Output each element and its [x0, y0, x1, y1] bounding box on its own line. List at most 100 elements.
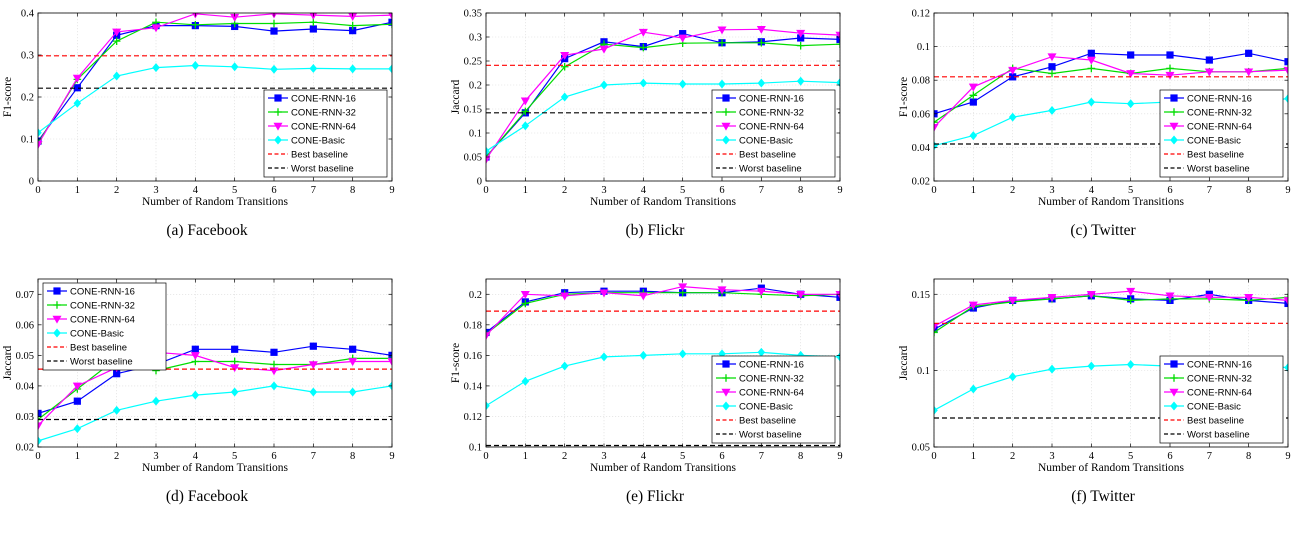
y-tick-label: 0.14: [464, 381, 483, 392]
series-3-point: [112, 71, 121, 81]
series-0-point: [1284, 299, 1288, 308]
series-2-point: [968, 301, 978, 310]
series-2-point: [968, 83, 978, 92]
series-1-point: [969, 91, 978, 100]
series-2-point: [1008, 297, 1018, 305]
series-0-point: [1245, 49, 1253, 57]
panel-caption: (e) Flickr: [626, 488, 685, 505]
legend-marker-2: [273, 122, 283, 131]
series-2-point: [388, 13, 392, 20]
legend: CONE-RNN-16 CONE-RNN-32 CONE-RNN-64 CONE-Ba…: [1159, 355, 1284, 444]
chart-panel: 0 1 2 3 4 5 6 7 8 9 0.1 0.12 0.14 0.16 0.18 0.2 Number o…: [450, 278, 843, 505]
x-tick-label: 8: [1246, 451, 1251, 462]
x-tick-label: 1: [971, 451, 976, 462]
series-line-2: [486, 285, 840, 336]
x-tick-label: 7: [1207, 451, 1212, 462]
x-tick-label: 0: [931, 451, 936, 462]
x-tick-label: 4: [1089, 451, 1095, 462]
series-3-point: [230, 387, 239, 397]
x-tick-label: 8: [1246, 185, 1251, 196]
series-line-1: [486, 292, 840, 335]
series-0-point: [191, 345, 199, 353]
legend-label: CONE-Basic: [739, 401, 793, 412]
series-group: [934, 49, 1288, 151]
series-2-point: [678, 34, 688, 43]
y-tick-label: 0.2: [469, 81, 482, 92]
series-1-point: [191, 20, 200, 29]
axes-box: [933, 12, 1289, 182]
series-3-point: [560, 361, 569, 371]
series-2-point: [1283, 297, 1288, 305]
x-tick-label: 2: [1010, 451, 1015, 462]
x-tick-label: 4: [641, 451, 647, 462]
y-tick-label: 0.2: [469, 290, 482, 301]
series-2-point: [717, 286, 727, 295]
legend-box: [42, 282, 167, 371]
series-1-point: [1087, 64, 1096, 73]
series-2-point: [1204, 68, 1214, 77]
series-line-2: [38, 351, 392, 427]
panel-caption: (d) Facebook: [166, 488, 248, 505]
series-3-point: [1008, 372, 1017, 382]
series-1-point: [348, 21, 357, 30]
series-2-point: [796, 290, 806, 299]
series-2-point: [1008, 66, 1018, 75]
x-tick-label: 8: [798, 451, 803, 462]
legend-label: Worst baseline: [291, 163, 354, 174]
series-3-point: [486, 401, 490, 411]
series-3-point: [270, 381, 278, 391]
y-axis-label: F1-score: [2, 77, 14, 117]
series-2-point: [835, 290, 840, 299]
x-axis-label: Number of Random Transitions: [1038, 462, 1185, 474]
y-tick-label: 0.18: [464, 320, 482, 331]
legend-marker-3: [1170, 401, 1178, 411]
legend: CONE-RNN-16 CONE-RNN-32 CONE-RNN-64 CONE-Ba…: [263, 89, 388, 178]
y-axis-label: F1-score: [450, 343, 462, 383]
series-3-point: [934, 405, 938, 415]
legend-label: CONE-RNN-64: [739, 387, 804, 398]
legend-label: CONE-Basic: [1187, 135, 1241, 146]
series-2-point: [638, 28, 648, 37]
series-line-2: [486, 28, 840, 160]
legend: CONE-RNN-16 CONE-RNN-32 CONE-RNN-64 CONE-Ba…: [711, 355, 836, 444]
series-0-point: [1127, 51, 1135, 59]
legend-label: CONE-RNN-64: [1187, 387, 1252, 398]
series-2-point: [348, 358, 358, 367]
y-tick-label: 0.15: [464, 105, 482, 116]
series-3-point: [152, 63, 160, 73]
series-line-2: [934, 290, 1288, 327]
series-3-point: [38, 128, 42, 138]
series-3-point: [152, 396, 160, 406]
y-axis-label: F1-score: [898, 77, 910, 117]
y-tick-label: 0.2: [21, 93, 34, 104]
y-tick-label: 0.05: [912, 443, 930, 454]
legend-label: CONE-Basic: [739, 135, 793, 146]
x-tick-label: 8: [798, 185, 803, 196]
x-tick-label: 5: [1128, 451, 1133, 462]
series-1-point: [112, 37, 121, 45]
x-tick-label: 2: [114, 451, 119, 462]
series-2-point: [486, 332, 491, 341]
axes-box: [933, 278, 1289, 448]
series-2-point: [599, 45, 609, 54]
x-tick-label: 9: [837, 185, 842, 196]
legend-label: Best baseline: [291, 149, 348, 160]
series-2-point: [1126, 70, 1136, 79]
series-line-1: [38, 21, 392, 144]
legend-marker-1: [274, 108, 282, 116]
series-3-point: [1126, 360, 1135, 369]
series-1-point: [560, 62, 569, 71]
legend-label: CONE-Basic: [291, 135, 345, 146]
x-tick-label: 6: [719, 185, 724, 196]
legend-label: CONE-RNN-64: [70, 314, 135, 325]
legend-label: CONE-RNN-64: [291, 121, 356, 132]
series-group: [38, 13, 392, 150]
legend-marker-0: [722, 360, 730, 368]
x-tick-label: 0: [931, 185, 936, 196]
panel-caption: (f) Twitter: [1071, 488, 1135, 505]
series-3-point: [1126, 99, 1135, 109]
x-tick-label: 5: [232, 185, 237, 196]
series-1-point: [836, 40, 840, 48]
series-3-point: [1284, 94, 1288, 104]
